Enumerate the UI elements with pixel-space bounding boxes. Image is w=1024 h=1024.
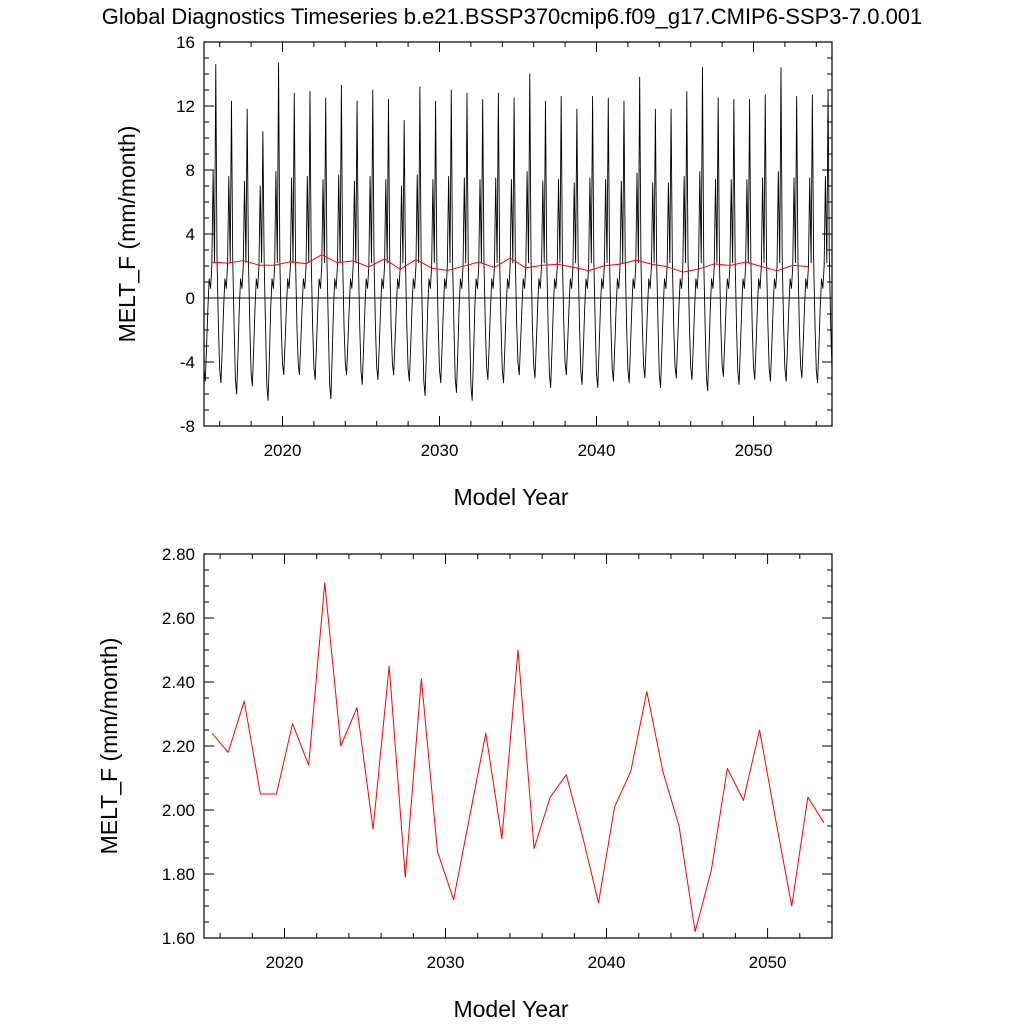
y-tick-label: 4 [186,225,195,244]
annual-mean-series-line [211,254,809,273]
x-tick-label: 2030 [421,441,459,460]
x-tick-label: 2050 [749,953,787,972]
top-y-axis-title: MELT_F (mm/month) [114,126,140,343]
x-tick-label: 2040 [578,441,616,460]
monthly-series-line [203,62,833,401]
y-tick-label: 0 [186,289,195,308]
bottom-y-axis-title: MELT_F (mm/month) [96,638,122,855]
bottom-x-axis-title: Model Year [453,996,568,1022]
annual-mean-panel: Model Year MELT_F (mm/month) 2020 2030 204… [96,545,833,1022]
y-tick-label: 2.80 [162,545,195,564]
x-tick-label: 2030 [427,953,465,972]
y-tick-label: 2.60 [162,609,195,628]
y-tick-label: -8 [180,417,195,436]
top-x-axis-title: Model Year [453,484,568,510]
y-tick-label: 1.80 [162,865,195,884]
x-tick-label: 2020 [266,953,304,972]
y-tick-label: -4 [180,353,195,372]
y-tick-label: 8 [186,161,195,180]
annual-mean-series-line [211,582,825,933]
y-tick-label: 12 [176,97,195,116]
x-tick-label: 2020 [264,441,302,460]
monthly-timeseries-panel: Model Year MELT_F (mm/month) 2020 2030 204… [114,33,833,510]
y-tick-label: 16 [176,33,195,52]
x-tick-label: 2040 [588,953,626,972]
figure-title: Global Diagnostics Timeseries b.e21.BSSP… [102,4,923,29]
y-tick-label: 2.00 [162,801,195,820]
x-tick-label: 2050 [735,441,773,460]
y-tick-label: 1.60 [162,929,195,948]
y-tick-label: 2.20 [162,737,195,756]
y-tick-label: 2.40 [162,673,195,692]
